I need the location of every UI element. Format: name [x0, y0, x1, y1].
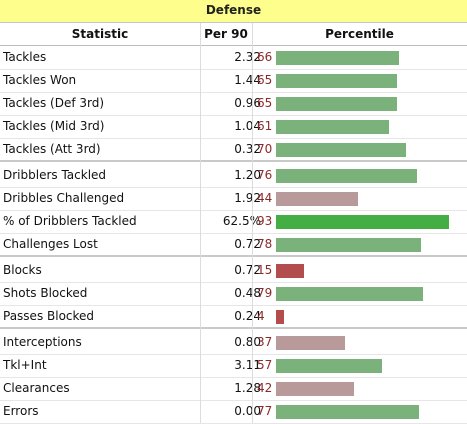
percentile-bar: [276, 215, 449, 229]
percentile-value: 78: [257, 237, 273, 251]
percentile-value: 79: [257, 286, 273, 300]
percentile-value: 66: [257, 50, 273, 64]
per90-value: 0.24: [234, 309, 261, 323]
percentile-bar: [276, 74, 397, 88]
percentile-bar: [276, 169, 417, 183]
per90-value: 2.32: [234, 50, 261, 64]
per90-value: 62.5%: [222, 214, 261, 228]
per90-value: 1.28: [234, 381, 261, 395]
column-header-percentile: Percentile: [325, 27, 394, 41]
stat-name: Dribbles Challenged: [3, 191, 125, 205]
stat-name: Tackles: [3, 50, 47, 64]
table-title: Defense: [205, 3, 262, 17]
percentile-value: 77: [257, 404, 273, 418]
table-row: Clearances 1.28 42: [0, 377, 467, 401]
percentile-value: 70: [257, 142, 273, 156]
stat-name: Tackles Won: [3, 73, 77, 87]
table-row: Dribbles Challenged 1.92 44: [0, 187, 467, 211]
column-divider: [252, 23, 253, 423]
column-divider: [200, 23, 201, 423]
per90-value: 3.11: [234, 358, 261, 372]
percentile-value: 37: [257, 335, 273, 349]
table-row: Interceptions 0.80 37: [0, 331, 467, 355]
percentile-bar: [276, 238, 421, 252]
percentile-value: 15: [257, 263, 273, 277]
percentile-bar: [276, 51, 399, 65]
percentile-bar: [276, 310, 284, 324]
stat-name: % of Dribblers Tackled: [3, 214, 137, 228]
stat-name: Clearances: [3, 381, 70, 395]
table-row: Tackles (Mid 3rd) 1.04 61: [0, 115, 467, 139]
per90-value: 0.00: [234, 404, 261, 418]
percentile-bar: [276, 143, 406, 157]
percentile-bar: [276, 359, 382, 373]
percentile-bar: [276, 120, 389, 134]
per90-value: 0.48: [234, 286, 261, 300]
stat-name: Tackles (Mid 3rd): [3, 119, 105, 133]
percentile-bar: [276, 97, 397, 111]
stat-name: Shots Blocked: [3, 286, 88, 300]
group-separator: [0, 255, 467, 257]
stat-name: Dribblers Tackled: [3, 168, 107, 182]
table-row: Tackles 2.32 66: [0, 46, 467, 70]
percentile-value: 65: [257, 73, 273, 87]
table-row: Dribblers Tackled 1.20 76: [0, 164, 467, 188]
per90-value: 1.20: [234, 168, 261, 182]
column-header-per90: Per 90: [204, 27, 248, 41]
table-row: Passes Blocked 0.24 4: [0, 305, 467, 329]
percentile-bar: [276, 264, 304, 278]
stat-name: Tackles (Att 3rd): [3, 142, 101, 156]
table-row: Challenges Lost 0.72 78: [0, 233, 467, 257]
table-row: Tackles Won 1.44 65: [0, 69, 467, 93]
stat-name: Passes Blocked: [3, 309, 95, 323]
stat-name: Interceptions: [3, 335, 82, 349]
stat-name: Tackles (Def 3rd): [3, 96, 105, 110]
group-separator: [0, 327, 467, 329]
table-row: Tackles (Att 3rd) 0.32 70: [0, 138, 467, 162]
per90-value: 1.92: [234, 191, 261, 205]
table-row: % of Dribblers Tackled 62.5% 93: [0, 210, 467, 234]
per90-value: 1.44: [234, 73, 261, 87]
per90-value: 0.96: [234, 96, 261, 110]
percentile-bar: [276, 336, 345, 350]
per90-value: 1.04: [234, 119, 261, 133]
percentile-value: 4: [257, 309, 265, 323]
column-header-statistic: Statistic: [71, 27, 129, 41]
percentile-value: 42: [257, 381, 273, 395]
table-row: Shots Blocked 0.48 79: [0, 282, 467, 306]
stat-name: Errors: [3, 404, 39, 418]
percentile-bar: [276, 382, 354, 396]
group-separator: [0, 160, 467, 162]
per90-value: 0.72: [234, 263, 261, 277]
percentile-value: 57: [257, 358, 273, 372]
table-row: Tackles (Def 3rd) 0.96 65: [0, 92, 467, 116]
percentile-value: 93: [257, 214, 273, 228]
table-title-bar: Defense: [0, 0, 467, 23]
percentile-bar: [276, 192, 358, 206]
percentile-value: 76: [257, 168, 273, 182]
table-row: Errors 0.00 77: [0, 400, 467, 424]
per90-value: 0.32: [234, 142, 261, 156]
stat-name: Blocks: [3, 263, 42, 277]
per90-value: 0.80: [234, 335, 261, 349]
percentile-value: 65: [257, 96, 273, 110]
percentile-value: 61: [257, 119, 273, 133]
per90-value: 0.72: [234, 237, 261, 251]
percentile-value: 44: [257, 191, 273, 205]
stat-name: Tkl+Int: [3, 358, 47, 372]
percentile-bar: [276, 287, 423, 301]
table-row: Blocks 0.72 15: [0, 259, 467, 283]
percentile-bar: [276, 405, 419, 419]
table-header: Statistic Per 90 Percentile: [0, 23, 467, 46]
table-row: Tkl+Int 3.11 57: [0, 354, 467, 378]
stat-name: Challenges Lost: [3, 237, 98, 251]
